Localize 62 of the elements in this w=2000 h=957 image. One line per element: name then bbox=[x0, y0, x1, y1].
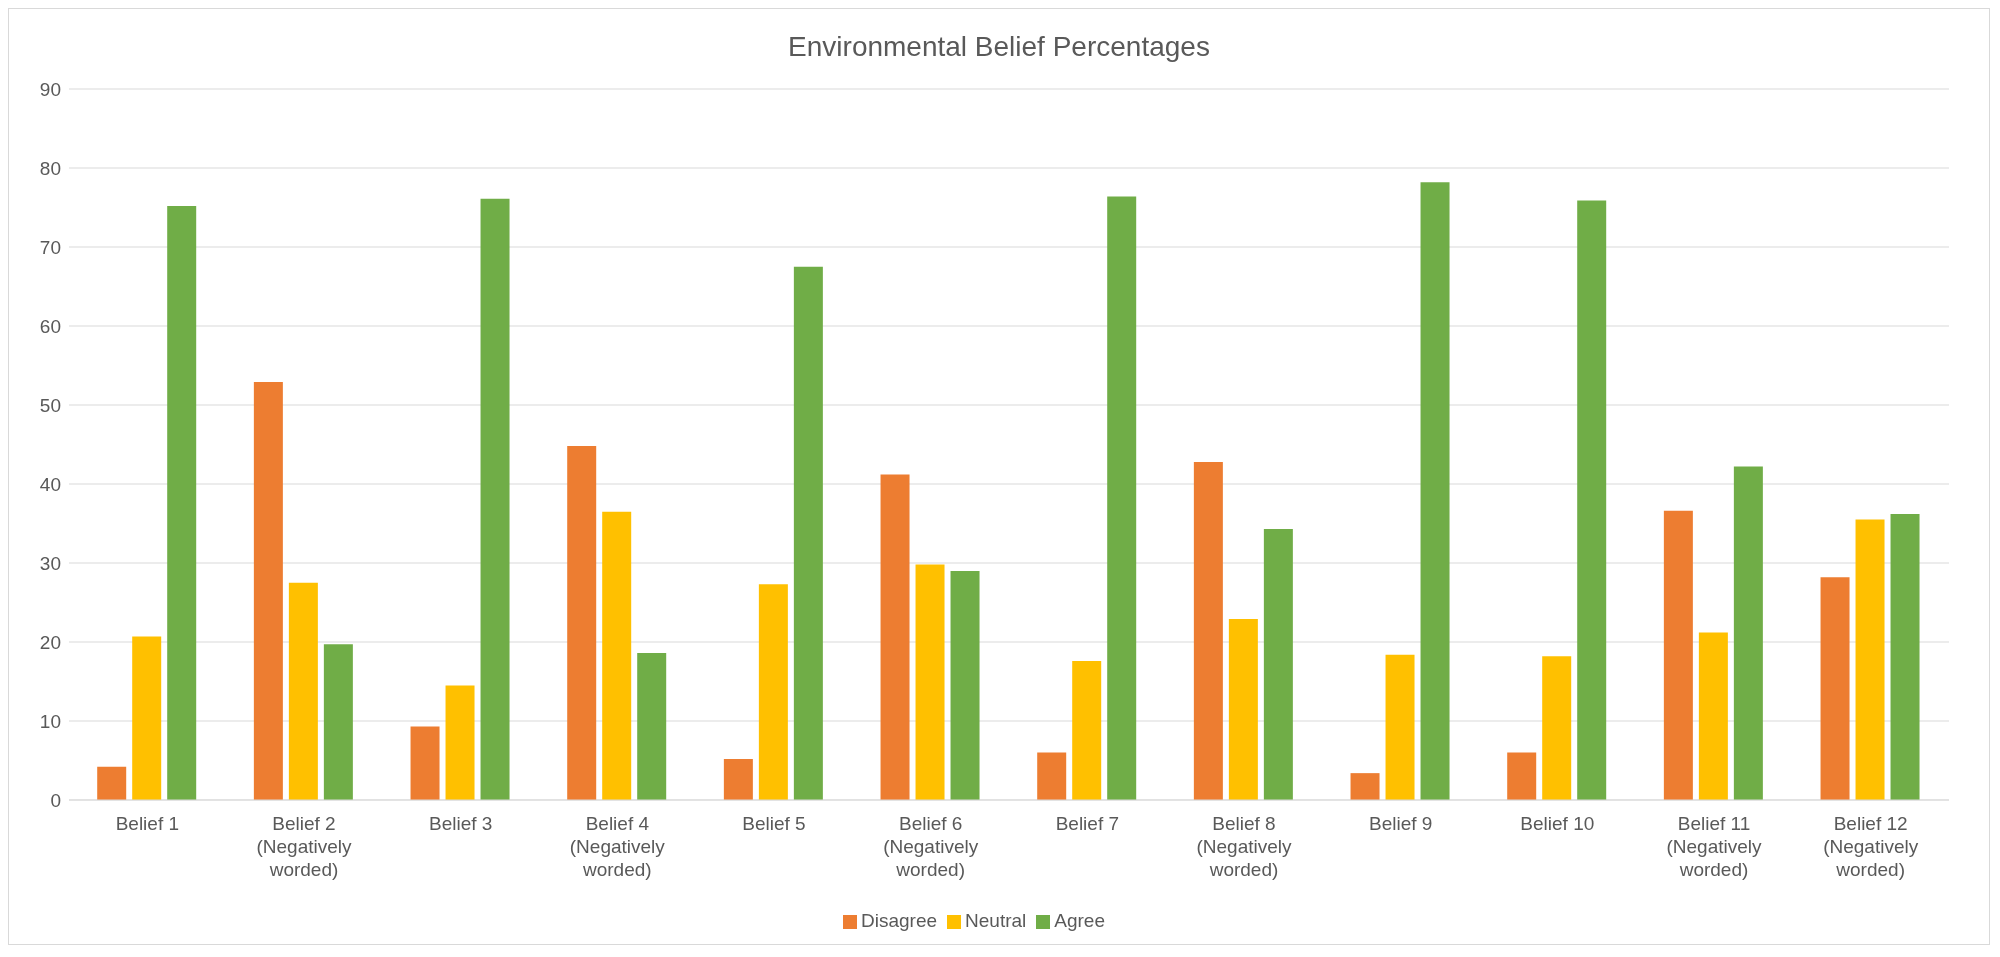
bar bbox=[1037, 752, 1067, 800]
bar bbox=[1072, 660, 1102, 800]
bar bbox=[253, 382, 283, 800]
x-tick-label: Belief 3 bbox=[428, 813, 493, 834]
legend-label: Neutral bbox=[965, 910, 1027, 931]
bar bbox=[1577, 200, 1607, 800]
bar bbox=[1350, 773, 1380, 800]
bar bbox=[97, 766, 127, 800]
y-tick-label: 20 bbox=[39, 631, 61, 653]
x-tick-label: Belief 2 (Negatively worded) bbox=[256, 813, 353, 880]
bar bbox=[1420, 182, 1450, 800]
bar bbox=[445, 685, 475, 800]
bar bbox=[1507, 752, 1537, 800]
x-tick-label: Belief 10 bbox=[1520, 813, 1595, 834]
bar bbox=[1890, 514, 1920, 800]
legend-label: Disagree bbox=[861, 910, 938, 931]
bar bbox=[1820, 577, 1850, 800]
x-tick-label: Belief 4 (Negatively worded) bbox=[569, 813, 666, 880]
bar bbox=[1855, 519, 1885, 800]
bar bbox=[567, 446, 597, 800]
bar bbox=[288, 582, 318, 800]
bar bbox=[1107, 196, 1137, 800]
bar bbox=[323, 644, 353, 800]
x-tick-label: Belief 5 bbox=[742, 813, 806, 834]
x-tick-label: Belief 7 bbox=[1055, 813, 1120, 834]
bar bbox=[1733, 466, 1763, 800]
x-tick-label: Belief 11 (Negatively worded) bbox=[1666, 813, 1763, 880]
y-tick-label: 0 bbox=[50, 789, 61, 811]
x-tick-label: Belief 9 bbox=[1368, 813, 1433, 834]
bar bbox=[1663, 510, 1693, 800]
y-tick-label: 60 bbox=[39, 315, 61, 337]
bar bbox=[1228, 619, 1258, 800]
bar bbox=[480, 198, 510, 800]
y-tick-label: 10 bbox=[39, 710, 61, 732]
y-tick-label: 70 bbox=[39, 236, 61, 258]
bar bbox=[880, 474, 910, 800]
bar bbox=[723, 758, 753, 800]
bar bbox=[793, 266, 823, 800]
bar bbox=[132, 636, 162, 800]
x-tick-label: Belief 12 (Negatively worded) bbox=[1823, 813, 1919, 880]
bar bbox=[1385, 654, 1415, 800]
bar bbox=[1698, 632, 1728, 800]
bar bbox=[602, 511, 632, 800]
bar bbox=[1542, 656, 1572, 800]
y-tick-label: 30 bbox=[39, 552, 61, 574]
y-tick-label: 40 bbox=[39, 473, 61, 495]
y-tick-label: 50 bbox=[39, 394, 61, 416]
x-tick-label: Belief 6 (Negatively worded) bbox=[883, 813, 979, 880]
bar bbox=[950, 570, 980, 800]
bar bbox=[1263, 529, 1293, 800]
bar bbox=[915, 564, 945, 800]
chart-title: Environmental Belief Percentages bbox=[787, 30, 1211, 64]
y-tick-label: 80 bbox=[39, 157, 61, 179]
bar bbox=[637, 653, 667, 800]
x-tick-label: Belief 1 bbox=[115, 813, 180, 834]
legend-label: Agree bbox=[1054, 910, 1105, 931]
y-tick-label: 90 bbox=[39, 78, 61, 100]
bar bbox=[758, 584, 788, 800]
x-tick-label: Belief 8 (Negatively worded) bbox=[1196, 813, 1293, 880]
bar bbox=[410, 726, 440, 800]
bar bbox=[1193, 461, 1223, 800]
bar bbox=[167, 205, 197, 800]
